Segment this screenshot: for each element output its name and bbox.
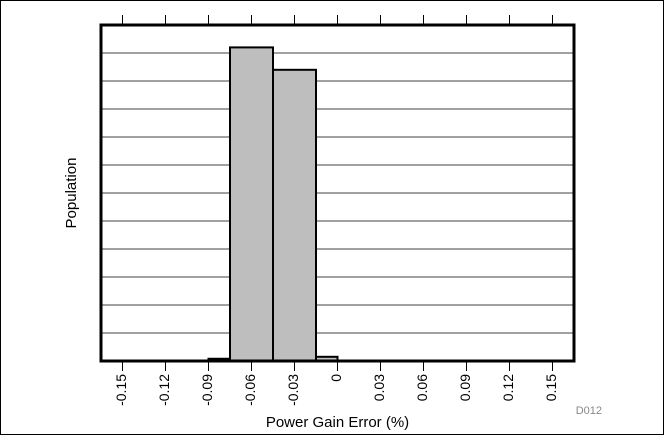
x-tick-label: 0.03 <box>371 374 387 401</box>
histogram-bar <box>272 68 317 363</box>
grid-lines <box>101 52 574 334</box>
figure-code: D012 <box>576 405 602 417</box>
x-ticks <box>122 15 553 371</box>
x-tick-label: -0.03 <box>285 374 301 406</box>
x-tick-label: -0.12 <box>156 374 172 406</box>
x-tick-label: 0.09 <box>457 374 473 401</box>
bars <box>207 46 339 363</box>
x-tick-label: 0.12 <box>500 374 516 401</box>
histogram-bar <box>229 46 274 363</box>
y-axis-label: Population <box>63 158 80 229</box>
x-tick-label: -0.15 <box>113 374 129 406</box>
x-tick-label: -0.09 <box>199 374 215 406</box>
x-tick-label: 0.15 <box>543 374 559 401</box>
x-axis-label: Power Gain Error (%) <box>266 414 409 431</box>
x-tick-labels: -0.15 -0.12 -0.09 -0.06 -0.03 0 0.03 0.06 0.09 0.… <box>113 374 559 406</box>
x-tick-label: 0.06 <box>414 374 430 401</box>
x-tick-label: -0.06 <box>242 374 258 406</box>
x-tick-label: 0 <box>328 374 344 382</box>
